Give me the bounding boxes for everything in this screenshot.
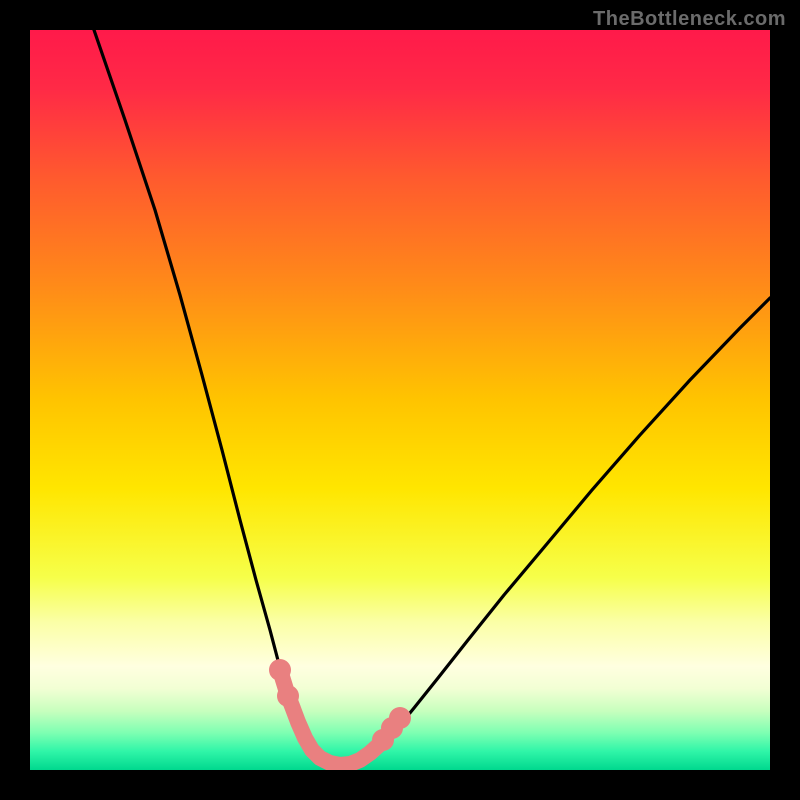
- bottleneck-curve-chart: [30, 30, 770, 770]
- gradient-background: [30, 30, 770, 770]
- highlight-marker: [269, 659, 291, 681]
- highlight-marker: [389, 707, 411, 729]
- watermark-text: TheBottleneck.com: [593, 8, 786, 31]
- highlight-marker: [277, 685, 299, 707]
- plot-area: [30, 30, 770, 770]
- chart-frame: TheBottleneck.com: [0, 0, 800, 800]
